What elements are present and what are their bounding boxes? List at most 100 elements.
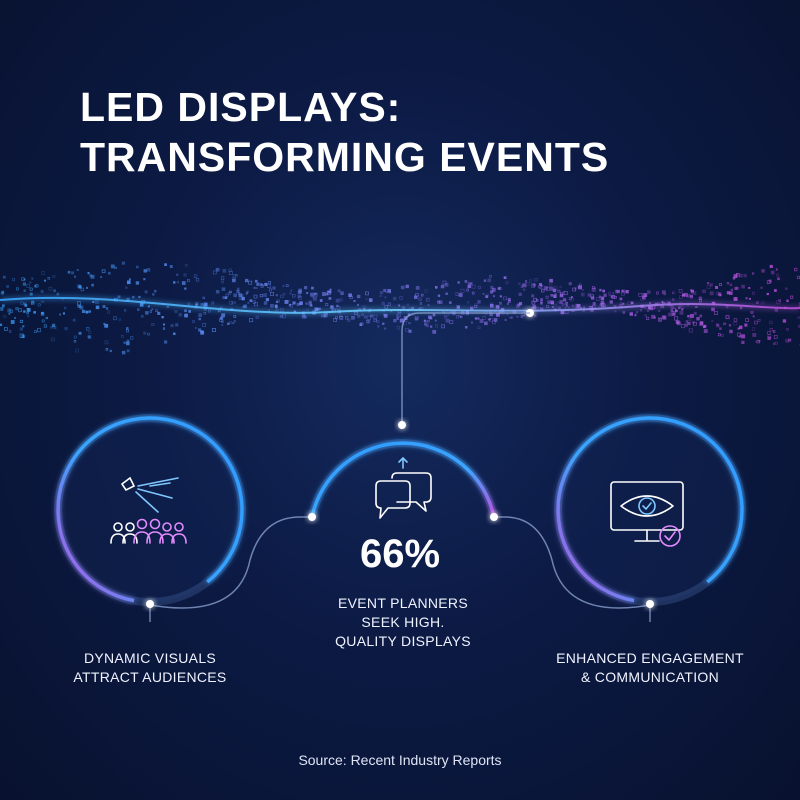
wave-particle (720, 333, 724, 337)
wave-particle (565, 302, 568, 305)
wave-particle (76, 268, 79, 271)
wave-particle (78, 285, 82, 289)
wave-particle (7, 308, 12, 313)
wave-particle (232, 277, 236, 282)
wave-particle (743, 273, 747, 278)
wave-particle (59, 313, 62, 316)
wave-particle (152, 293, 155, 296)
wave-particle (72, 318, 76, 322)
wave-particle (738, 325, 743, 330)
wave-particle (600, 296, 605, 301)
wave-particle (534, 314, 537, 317)
wave-particle (356, 294, 361, 299)
wave-particle (413, 295, 418, 299)
wave-particle (678, 306, 681, 310)
wave-particle (26, 311, 29, 315)
wave-particle (170, 324, 174, 328)
wave-particle (365, 319, 370, 324)
wave-particle (602, 289, 606, 293)
wave-particle (235, 274, 238, 277)
wave-particle (200, 303, 204, 306)
wave-particle (459, 315, 463, 319)
wave-particle (434, 286, 438, 289)
wave-particle (634, 314, 637, 317)
wave-particle (356, 303, 359, 306)
wave-particle (709, 283, 713, 287)
wave-particle (76, 284, 81, 288)
wave-particle (6, 285, 9, 288)
wave-particle (757, 318, 761, 322)
wave-particle (340, 292, 343, 295)
wave-particle (128, 278, 131, 281)
wave-particle (726, 281, 730, 285)
wave-particle (297, 294, 302, 299)
wave-particle (107, 310, 111, 314)
wave-particle (711, 320, 714, 323)
wave-particle (608, 291, 612, 295)
wave-particle (525, 280, 528, 283)
wave-particle (213, 270, 217, 275)
wave-particle (405, 319, 408, 322)
wave-particle (424, 323, 427, 326)
wave-particle (194, 327, 197, 329)
wave-particle (716, 323, 719, 327)
wave-particle (147, 332, 150, 336)
wave-particle (370, 314, 374, 318)
wave-particle (328, 297, 332, 300)
wave-particle (681, 306, 685, 309)
wave-particle (767, 331, 771, 335)
wave-particle (745, 296, 748, 300)
wave-particle (396, 326, 400, 330)
wave-particle (26, 307, 31, 312)
wave-particle (368, 298, 373, 302)
wave-particle (522, 283, 527, 288)
wave-particle (26, 284, 30, 288)
wave-particle (405, 284, 409, 289)
wave-particle (110, 264, 115, 269)
feature-left-line-2: ATTRACT AUDIENCES (73, 669, 227, 685)
wave-particle (636, 310, 639, 313)
wave-particle (108, 271, 111, 275)
wave-particle (310, 292, 314, 297)
wave-particle (0, 307, 4, 311)
wave-particle (545, 287, 550, 291)
wave-particle (41, 311, 44, 315)
wave-particle (121, 350, 126, 355)
wave-particle (35, 284, 39, 288)
wave-particle (305, 302, 308, 305)
wave-particle (62, 312, 66, 315)
wave-particle (424, 289, 428, 293)
wave-particle (202, 296, 205, 300)
wave-particle (750, 310, 754, 315)
wave-particle (774, 341, 778, 345)
wave-particle (699, 321, 704, 325)
wave-particle (270, 291, 274, 296)
wave-particle (195, 278, 200, 282)
wave-particle (275, 300, 278, 303)
wave-particle (674, 316, 679, 321)
wave-particle (444, 315, 447, 319)
wave-particle (482, 292, 485, 295)
wave-particle (778, 299, 781, 302)
wave-particle (525, 282, 530, 286)
wave-particle (741, 340, 745, 345)
wave-particle (263, 301, 268, 305)
wave-particle (34, 284, 37, 288)
wave-particle (797, 316, 800, 319)
wave-particle (187, 302, 191, 306)
wave-particle (104, 340, 109, 345)
wave-particle (53, 289, 56, 293)
wave-particle (23, 310, 26, 313)
wave-particle (520, 285, 523, 288)
wave-particle (788, 338, 792, 342)
wave-particle (22, 325, 25, 328)
wave-particle (400, 285, 405, 290)
wave-particle (547, 300, 551, 305)
wave-particle (304, 286, 308, 290)
wave-particle (353, 299, 356, 302)
wave-particle (679, 295, 683, 299)
wave-particle (37, 303, 41, 307)
wave-particle (676, 321, 679, 324)
wave-particle (308, 300, 312, 304)
wave-particle (695, 306, 698, 308)
